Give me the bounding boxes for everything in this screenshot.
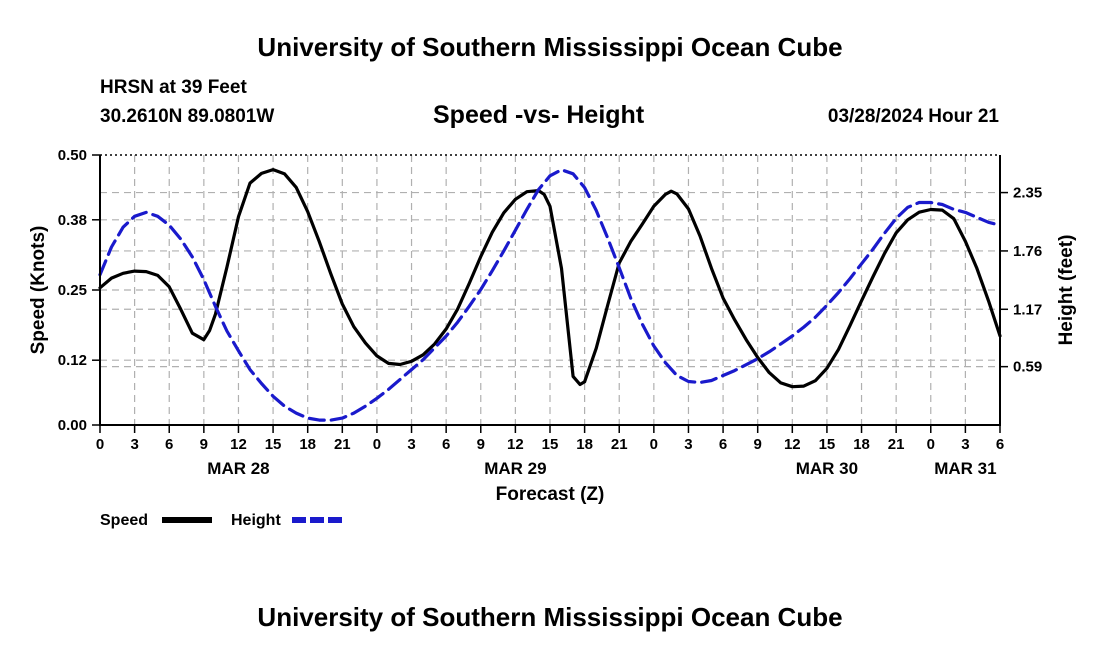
speed-series-line (98, 168, 1002, 389)
x-tick-label: 3 (684, 436, 692, 453)
x-tick-label: 12 (784, 436, 801, 453)
y-left-tick-label: 0.12 (58, 352, 87, 369)
y-right-tick-label: 1.76 (1013, 243, 1042, 260)
x-tick-label: 3 (407, 436, 415, 453)
datetime-label: 03/28/2024 Hour 21 (827, 106, 999, 127)
x-axis-title: Forecast (Z) (496, 484, 605, 505)
y-right-tick-label: 2.35 (1013, 185, 1042, 202)
x-tick-label: 6 (996, 436, 1004, 453)
x-date-label: MAR 30 (796, 459, 858, 478)
height-series-line (98, 168, 1002, 422)
plot-title: Speed -vs- Height (433, 101, 645, 129)
x-date-label: MAR 29 (484, 459, 546, 478)
y-left-tick-label: 0.38 (58, 212, 87, 229)
y-left-tick-label: 0.00 (58, 417, 87, 434)
station-label: HRSN at 39 Feet (100, 77, 247, 98)
x-tick-label: 9 (477, 436, 485, 453)
page-title-bottom: University of Southern Mississippi Ocean… (257, 602, 843, 632)
series-layer (98, 168, 1002, 422)
coordinates-label: 30.2610N 89.0801W (100, 106, 275, 127)
y-left-tick-label: 0.25 (58, 282, 87, 299)
x-date-label: MAR 31 (934, 459, 996, 478)
x-tick-label: 18 (853, 436, 870, 453)
y-left-tick-label: 0.50 (58, 147, 87, 164)
x-tick-label: 0 (96, 436, 104, 453)
legend-height-label: Height (231, 512, 281, 529)
x-date-label: MAR 28 (207, 459, 269, 478)
x-tick-label: 3 (130, 436, 138, 453)
y-axis-title-left: Speed (Knots) (28, 226, 49, 355)
y-right-tick-label: 1.17 (1013, 301, 1042, 318)
x-tick-label: 12 (507, 436, 524, 453)
x-tick-label: 3 (961, 436, 969, 453)
x-tick-label: 6 (442, 436, 450, 453)
page-title-top: University of Southern Mississippi Ocean… (257, 32, 843, 62)
x-tick-label: 9 (754, 436, 762, 453)
legend: Speed Height (100, 512, 342, 529)
x-tick-label: 0 (373, 436, 381, 453)
x-tick-label: 0 (650, 436, 658, 453)
x-tick-label: 6 (719, 436, 727, 453)
x-tick-label: 15 (542, 436, 559, 453)
x-tick-label: 6 (165, 436, 173, 453)
x-tick-label: 18 (576, 436, 593, 453)
legend-speed-label: Speed (100, 512, 148, 529)
y-right-tick-label: 0.59 (1013, 359, 1042, 376)
x-tick-label: 12 (230, 436, 247, 453)
axes-layer: 0 3 6 9 12 15 18 21 0 3 6 9 12 15 18 21 0 3 6 9 12 15 18 21 0 3 6M… (28, 147, 1077, 505)
x-tick-label: 18 (299, 436, 316, 453)
x-tick-label: 0 (927, 436, 935, 453)
x-tick-label: 21 (611, 436, 628, 453)
x-tick-label: 21 (334, 436, 351, 453)
x-tick-label: 9 (200, 436, 208, 453)
x-tick-label: 21 (888, 436, 905, 453)
x-tick-label: 15 (265, 436, 282, 453)
y-axis-title-right: Height (feet) (1056, 235, 1077, 346)
x-tick-label: 15 (819, 436, 836, 453)
